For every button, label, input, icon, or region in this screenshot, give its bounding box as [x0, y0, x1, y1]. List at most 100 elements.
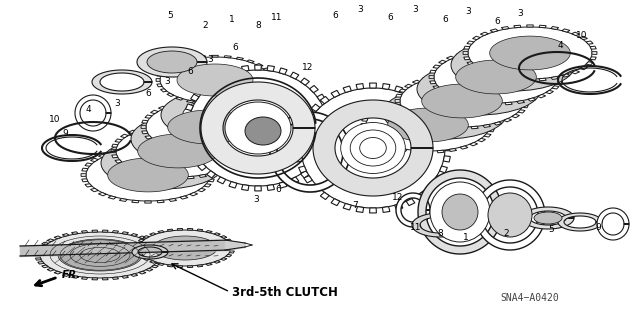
Polygon shape	[470, 143, 477, 146]
Polygon shape	[480, 102, 487, 105]
Polygon shape	[229, 100, 237, 103]
Polygon shape	[157, 200, 164, 203]
Polygon shape	[268, 84, 273, 87]
Polygon shape	[241, 66, 249, 71]
Polygon shape	[108, 196, 116, 199]
Polygon shape	[449, 149, 457, 152]
Polygon shape	[296, 156, 303, 162]
Polygon shape	[226, 239, 232, 241]
Ellipse shape	[360, 137, 387, 159]
Polygon shape	[331, 90, 340, 97]
Text: 12: 12	[302, 63, 314, 72]
Polygon shape	[234, 160, 241, 163]
Polygon shape	[470, 104, 477, 108]
Polygon shape	[562, 29, 570, 32]
Polygon shape	[440, 123, 447, 130]
Polygon shape	[42, 242, 49, 245]
Polygon shape	[527, 79, 533, 81]
Polygon shape	[255, 65, 261, 70]
Ellipse shape	[442, 194, 478, 230]
Polygon shape	[212, 103, 218, 105]
Ellipse shape	[430, 182, 490, 242]
Polygon shape	[62, 274, 69, 276]
Polygon shape	[299, 123, 307, 130]
Polygon shape	[198, 56, 206, 58]
Polygon shape	[464, 46, 470, 49]
Polygon shape	[231, 247, 235, 249]
Polygon shape	[138, 172, 146, 175]
Polygon shape	[514, 25, 521, 28]
Polygon shape	[514, 78, 521, 81]
Polygon shape	[395, 86, 403, 93]
Polygon shape	[187, 123, 195, 126]
Polygon shape	[206, 231, 212, 233]
Polygon shape	[365, 113, 372, 116]
Ellipse shape	[488, 193, 532, 237]
Polygon shape	[168, 148, 176, 151]
Polygon shape	[597, 208, 629, 240]
Polygon shape	[158, 231, 164, 233]
Text: 3: 3	[114, 100, 120, 108]
Polygon shape	[268, 120, 275, 123]
Polygon shape	[72, 276, 78, 278]
Polygon shape	[505, 49, 512, 52]
Polygon shape	[210, 174, 215, 176]
Polygon shape	[175, 177, 181, 179]
Polygon shape	[198, 102, 206, 104]
Polygon shape	[137, 47, 207, 77]
Polygon shape	[356, 84, 364, 89]
Polygon shape	[369, 83, 376, 88]
Polygon shape	[268, 131, 275, 134]
Polygon shape	[167, 229, 173, 231]
Polygon shape	[331, 199, 340, 206]
Polygon shape	[471, 126, 478, 129]
Polygon shape	[493, 103, 499, 105]
Polygon shape	[236, 57, 244, 60]
Polygon shape	[518, 110, 525, 113]
Polygon shape	[422, 77, 430, 80]
Polygon shape	[169, 198, 177, 202]
Polygon shape	[586, 62, 593, 65]
Polygon shape	[417, 96, 426, 104]
Polygon shape	[412, 118, 420, 122]
Polygon shape	[150, 110, 158, 114]
Polygon shape	[86, 149, 210, 201]
Polygon shape	[35, 254, 40, 256]
Polygon shape	[150, 233, 156, 235]
Polygon shape	[317, 94, 325, 101]
Polygon shape	[38, 262, 44, 264]
Polygon shape	[229, 182, 237, 188]
Polygon shape	[255, 186, 261, 191]
Text: 6: 6	[387, 13, 393, 23]
Polygon shape	[192, 152, 199, 155]
Ellipse shape	[123, 146, 204, 180]
Ellipse shape	[404, 96, 485, 130]
Polygon shape	[186, 57, 194, 60]
Polygon shape	[539, 25, 547, 28]
Ellipse shape	[417, 63, 541, 115]
Polygon shape	[145, 136, 152, 139]
Polygon shape	[590, 57, 596, 60]
Polygon shape	[382, 207, 390, 212]
Polygon shape	[182, 125, 188, 131]
Text: 11: 11	[271, 13, 283, 23]
Polygon shape	[250, 106, 258, 109]
Polygon shape	[472, 66, 480, 70]
Text: 10: 10	[576, 32, 588, 41]
Polygon shape	[371, 138, 378, 142]
Text: 12: 12	[392, 194, 404, 203]
Text: SNA4−A0420: SNA4−A0420	[500, 293, 559, 303]
Ellipse shape	[451, 39, 575, 91]
Polygon shape	[434, 51, 558, 103]
Polygon shape	[188, 70, 328, 186]
Polygon shape	[580, 66, 588, 70]
Polygon shape	[270, 126, 275, 128]
Polygon shape	[538, 94, 546, 98]
Polygon shape	[162, 176, 169, 179]
Text: 6: 6	[187, 68, 193, 77]
Text: FR.: FR.	[62, 270, 81, 280]
Polygon shape	[446, 94, 454, 98]
Polygon shape	[528, 53, 536, 56]
Polygon shape	[229, 151, 237, 153]
Text: 10: 10	[49, 115, 61, 124]
